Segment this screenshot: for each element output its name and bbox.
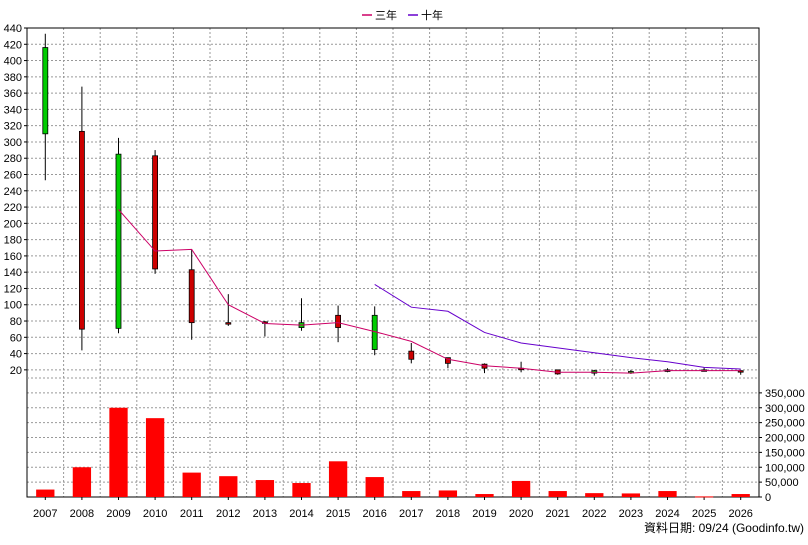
year-tick-label: 2026 [728, 508, 752, 520]
year-tick-label: 2009 [106, 508, 130, 520]
volume-tick-label: 150,000 [765, 447, 805, 459]
volume-bar [694, 496, 714, 498]
legend-label-10y: 十年 [421, 8, 443, 22]
volume-bar [145, 418, 165, 497]
candle-body [152, 155, 159, 270]
volume-bar [438, 490, 458, 497]
price-tick-label: 400 [4, 56, 22, 68]
volume-bar [731, 494, 750, 497]
year-tick-label: 2013 [253, 508, 277, 520]
price-tick-label: 160 [4, 251, 22, 263]
candle-body [42, 47, 49, 135]
price-tick-label: 380 [4, 72, 22, 84]
year-tick-label: 2016 [362, 508, 386, 520]
year-tick-label: 2022 [582, 508, 606, 520]
price-tick-label: 140 [4, 267, 22, 279]
legend-label-3y: 三年 [375, 8, 397, 22]
year-tick-label: 2011 [180, 508, 204, 520]
year-tick-label: 2024 [655, 508, 679, 520]
candle-body [408, 350, 415, 360]
candle-body [115, 153, 122, 329]
year-tick-label: 2012 [216, 508, 240, 520]
price-tick-label: 280 [4, 153, 22, 165]
year-tick-label: 2019 [472, 508, 496, 520]
price-tick-label: 80 [10, 316, 22, 328]
volume-tick-label: 350,000 [765, 388, 805, 400]
plot-frame [26, 27, 760, 498]
candle-body [79, 130, 85, 330]
candle-body [444, 357, 451, 364]
year-tick-label: 2021 [545, 508, 569, 520]
candle-body [225, 322, 232, 325]
volume-axis: 0 50,000 100,000 150,000 200,000 250,000 300,0… [759, 388, 805, 504]
year-tick-label: 2014 [289, 508, 313, 520]
price-axis: 20 40 60 80 100 120 140 160 180 200 220 240 260 280 30… [4, 23, 27, 377]
year-tick-label: 2007 [33, 508, 57, 520]
line-10y-average [374, 283, 741, 370]
volume-bar [328, 461, 348, 497]
year-tick-label: 2020 [509, 508, 533, 520]
volume-bar [109, 407, 128, 497]
volume-bar [219, 476, 238, 497]
year-tick-label: 2008 [70, 508, 94, 520]
volume-bar [511, 480, 531, 497]
price-tick-label: 420 [4, 39, 22, 51]
line-3y-average [118, 209, 741, 374]
price-tick-label: 60 [10, 332, 22, 344]
price-tick-label: 100 [4, 300, 22, 312]
volume-tick-label: 250,000 [765, 418, 805, 430]
volume-bar [72, 467, 92, 497]
volume-tick-label: 200,000 [765, 433, 805, 445]
year-tick-label: 2025 [692, 508, 716, 520]
legend: 三年 十年 [362, 8, 443, 22]
volume-bar [182, 472, 201, 497]
data-date-footer: 資料日期: 09/24 (Goodinfo.tw) [644, 521, 804, 535]
plot-border [26, 27, 760, 498]
volume-bar [475, 494, 494, 497]
price-tick-label: 360 [4, 88, 22, 100]
year-tick-label: 2015 [326, 508, 350, 520]
volume-bar [365, 477, 384, 497]
volume-bars [36, 407, 750, 498]
volume-tick-label: 0 [765, 492, 771, 504]
volume-bar [36, 489, 55, 497]
volume-bar [585, 493, 604, 497]
year-tick-label: 2018 [436, 508, 460, 520]
price-tick-label: 240 [4, 186, 22, 198]
price-tick-label: 440 [4, 23, 22, 35]
price-tick-label: 300 [4, 137, 22, 149]
price-tick-label: 120 [4, 283, 22, 295]
volume-bar [402, 491, 421, 497]
price-tick-label: 320 [4, 121, 22, 133]
year-tick-label: 2017 [399, 508, 423, 520]
volume-bar [658, 491, 677, 497]
year-tick-label: 2010 [143, 508, 167, 520]
volume-bar [255, 480, 275, 497]
price-tick-label: 40 [10, 349, 22, 361]
volume-bar [548, 491, 567, 497]
price-tick-label: 220 [4, 202, 22, 214]
candle-body [188, 269, 195, 324]
candle-body [335, 314, 342, 328]
volume-tick-label: 100,000 [765, 462, 805, 474]
volume-bar [621, 493, 641, 497]
price-tick-label: 180 [4, 235, 22, 247]
average-lines [118, 209, 741, 374]
grid [27, 27, 759, 497]
price-tick-label: 340 [4, 104, 22, 116]
price-tick-label: 200 [4, 218, 22, 230]
volume-bar [292, 483, 311, 497]
price-tick-label: 260 [4, 170, 22, 182]
volume-tick-label: 300,000 [765, 403, 805, 415]
year-axis: 2007 2008 2009 2010 2011 2012 2013 2014 2015 2016… [33, 497, 753, 520]
volume-tick-label: 50,000 [765, 477, 799, 489]
year-tick-label: 2023 [619, 508, 643, 520]
price-tick-label: 20 [10, 365, 22, 377]
